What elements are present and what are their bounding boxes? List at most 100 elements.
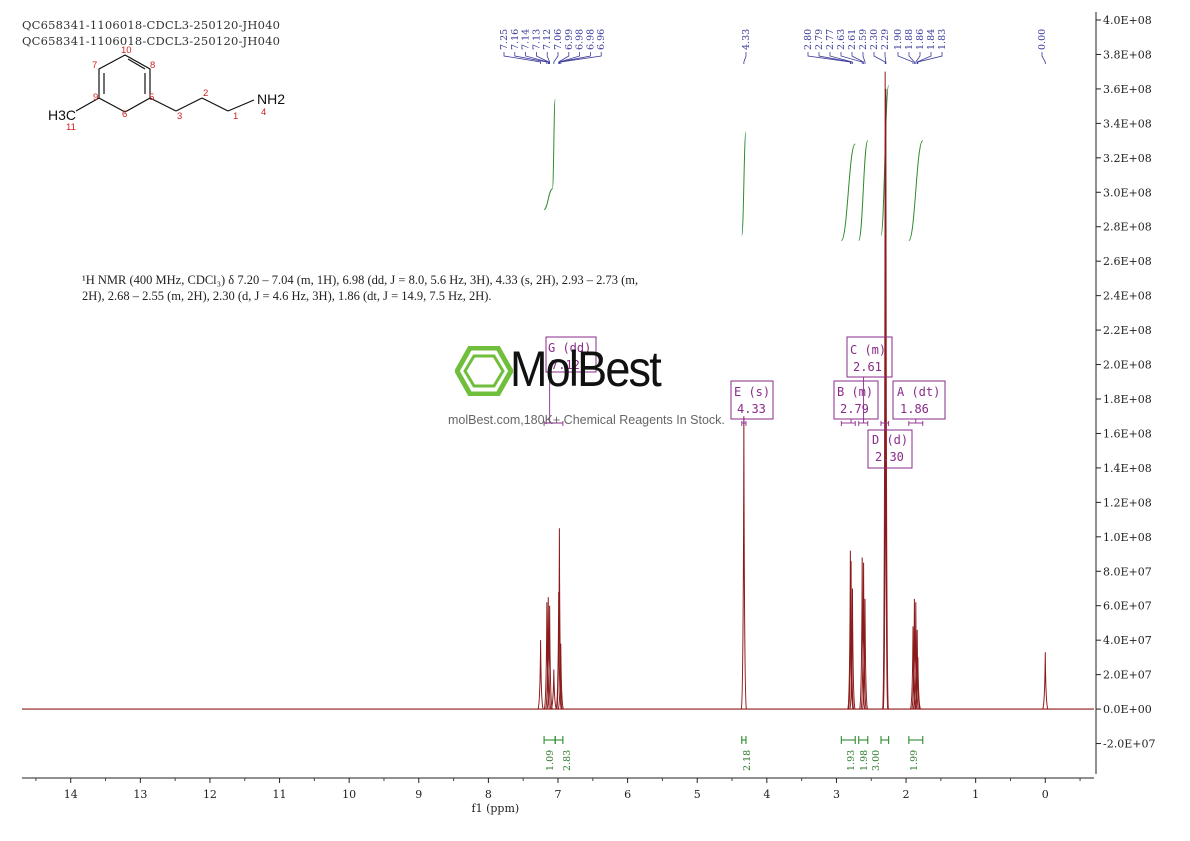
integral-curve [840,143,856,242]
x-tick-label: 3 [833,788,840,801]
y-tick-label: -2.0E+07 [1103,738,1155,751]
peak-shift-label: 2.77 [825,29,836,50]
watermark-brand: MolBest [510,341,662,397]
atom-number: 1 [233,111,238,122]
y-tick-label: 2.6E+08 [1103,255,1152,268]
atom-number: 2 [203,88,208,99]
spectrum-peak [740,416,747,710]
multiplet-box [730,380,774,420]
y-tick-label: 2.8E+08 [1103,221,1152,234]
integration-value: 1.99 [909,750,920,771]
spectrum-peak [861,598,869,710]
x-tick-label: 5 [694,788,701,801]
atom-number: 7 [92,60,97,71]
peak-label-connector [558,52,591,64]
peak-shift-label: 2.61 [847,29,858,50]
peak-label-connector [1041,52,1046,64]
atom-number: 6 [122,109,127,120]
atom-number: 8 [150,60,155,71]
x-tick-label: 10 [342,788,356,801]
peak-label-connector [514,52,548,64]
x-tick-label: 1 [972,788,979,801]
x-tick-label: 12 [203,788,217,801]
spectrum-peak [1042,652,1049,710]
multiplet-box [545,336,597,373]
integral-curves [543,84,924,242]
integration-value: 1.98 [859,750,870,771]
peak-label-connector [536,52,550,64]
x-tick-label: 7 [555,788,562,801]
header-line-2: QC658341-1106018-CDCL3-250120-JH040 [22,34,281,48]
peak-shift-label: 1.83 [937,29,948,50]
peak-label-connector [915,52,921,64]
peak-shift-label: 1.88 [904,29,915,50]
y-tick-label: 0.0E+00 [1103,703,1152,716]
peak-labels: 7.25 7.16 7.14 7.13 7.12 7.06 6.99 6.98 6.98 6.96… [499,29,1048,469]
peak-shift-label: 2.63 [836,29,847,50]
atom-number: 4 [261,107,266,118]
x-tick-label: 6 [624,788,631,801]
peak-shift-label: 7.14 [521,29,532,50]
y-tick-label: 8.0E+07 [1103,565,1152,578]
spectrum-peak [860,562,867,710]
peak-label-connector [917,52,943,64]
spectrum-peak [537,640,544,710]
peak-label-connector [503,52,541,64]
y-tick-label: 4.0E+07 [1103,634,1152,647]
peak-shift-label: 6.98 [585,29,596,50]
peak-shift-label: 6.96 [596,29,607,50]
axes: 14 13 12 11 10 9 8 7 6 5 4 3 2 1 0f1 (ppm)4.0E+083.8E+… [22,12,1155,815]
spectrum-peak [557,643,564,710]
chain-bond [227,99,255,112]
peak-label-connector [851,52,864,64]
atom-number: 11 [66,122,76,133]
spectrum-peak [550,669,557,710]
y-tick-label: 2.2E+08 [1103,324,1152,337]
peak-shift-label: 1.90 [893,29,904,50]
integration-value: 1.93 [846,750,857,771]
y-tick-label: 1.2E+08 [1103,496,1152,509]
peak-label-connector [862,52,866,64]
peak-shift-label: 1.86 [915,29,926,50]
x-tick-label: 13 [133,788,147,801]
spectrum-line-group [22,71,1094,710]
integration-value: 1.09 [545,750,556,771]
molecule-labels: H3C NH2 10 7 8 9 5 6 3 2 1 4 11 [48,45,285,133]
y-tick-label: 2.0E+07 [1103,669,1152,682]
molecule-structure [75,54,255,113]
integral-curve [908,140,924,242]
y-tick-label: 2.0E+08 [1103,359,1152,372]
header-line-1: QC658341-1106018-CDCL3-250120-JH040 [22,18,281,32]
integral-curve [543,98,556,210]
atom-number: 10 [121,45,132,56]
integral-curve [858,140,869,242]
peak-shift-label: 7.25 [499,29,510,50]
peak-label-connector [840,52,863,64]
y-tick-label: 2.4E+08 [1103,290,1152,303]
multiplet-shift: 7.12 [551,358,580,372]
y-tick-label: 3.8E+08 [1103,48,1152,61]
peak-shift-label: 6.99 [564,29,575,50]
multiplet-shift: 2.79 [840,402,869,416]
spectrum-peak [849,588,856,710]
peak-shift-label: 4.33 [741,29,752,50]
x-axis-label: f1 (ppm) [472,802,520,815]
watermark-tagline: molBest.com,180K+ Chemical Reagents In S… [448,413,725,427]
atom-number: 5 [149,92,154,103]
benzene-ring [98,54,151,113]
multiplet-shift: 4.33 [737,402,766,416]
methyl-bond [75,97,100,112]
multiplet-letter: D (d) [872,433,908,447]
multiplet-letter: B (m) [837,385,873,399]
spectrum-peak [546,605,553,710]
integration-labels: 1.09 2.83 2.18 1.93 1.98 3.00 1.99 [543,736,924,771]
peak-shift-label: 7.12 [542,29,553,50]
x-tick-label: 2 [903,788,910,801]
y-tick-label: 1.4E+08 [1103,462,1152,475]
peak-shift-label: 7.13 [531,29,542,50]
y-tick-label: 1.8E+08 [1103,393,1152,406]
multiplet-box [892,380,946,420]
multiplet-letter: C (m) [850,343,886,357]
peak-label-connector [916,52,932,64]
